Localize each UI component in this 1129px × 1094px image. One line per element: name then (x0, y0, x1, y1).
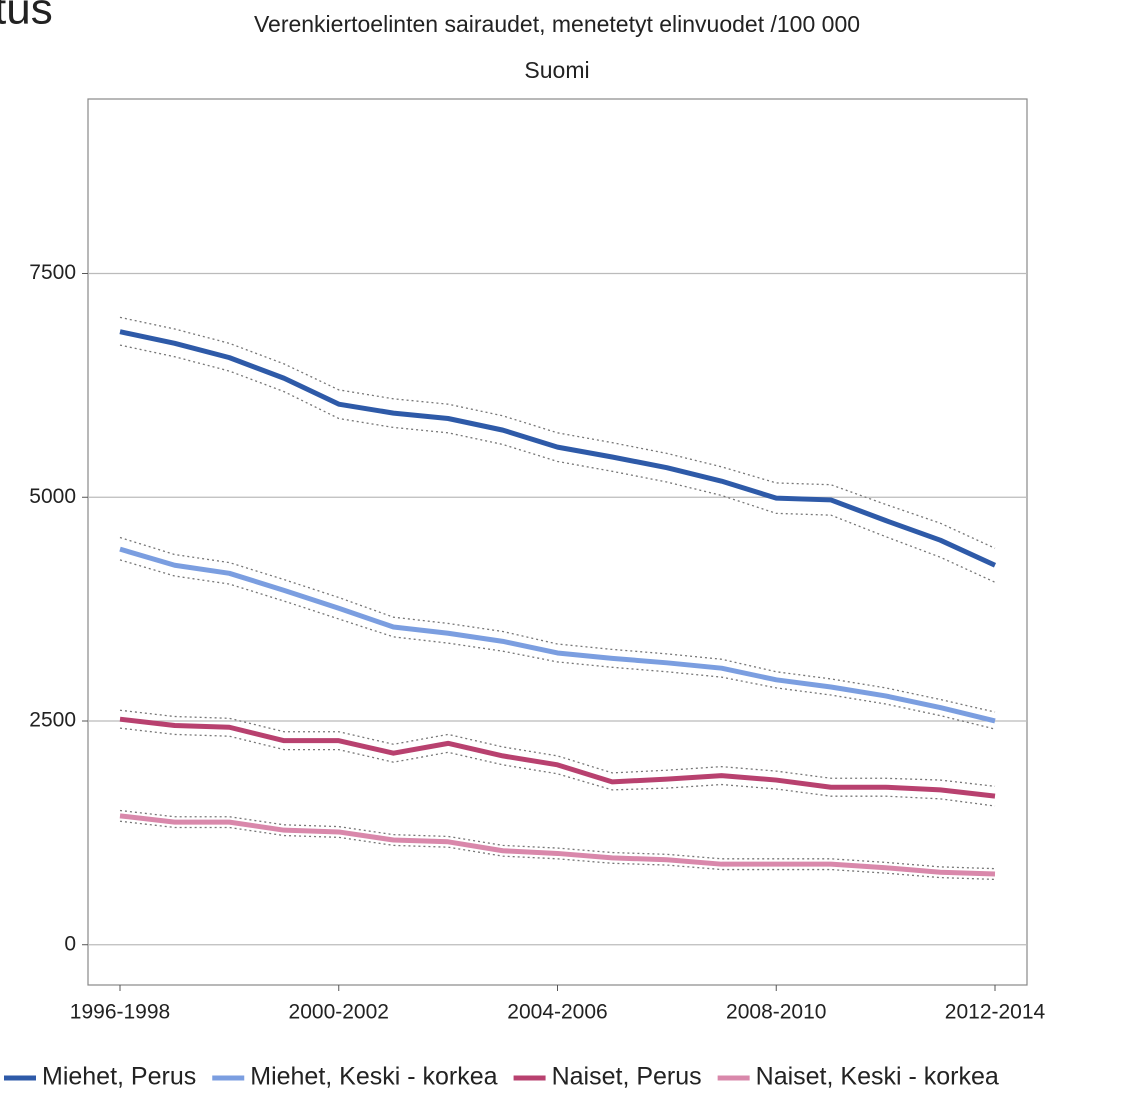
legend-label: Miehet, Perus (42, 1063, 196, 1091)
legend-label: Naiset, Keski - korkea (756, 1063, 999, 1091)
y-tick-label: 0 (64, 932, 76, 955)
x-tick-label: 1996-1998 (70, 1001, 170, 1024)
series-line (119, 546, 996, 724)
confidence-line (119, 559, 996, 730)
confidence-line (119, 820, 996, 881)
legend-label: Miehet, Keski - korkea (250, 1063, 497, 1091)
x-tick-label: 2004-2006 (507, 1001, 607, 1024)
series-line (119, 716, 996, 799)
confidence-line (119, 809, 996, 870)
confidence-line (119, 316, 996, 549)
confidence-line (119, 536, 996, 713)
legend-label: Naiset, Perus (552, 1063, 702, 1091)
x-tick-label: 2012-2014 (945, 1001, 1046, 1024)
series-line (119, 813, 996, 877)
y-tick-label: 7500 (29, 261, 76, 284)
confidence-line (119, 709, 996, 787)
y-tick-label: 5000 (29, 485, 76, 508)
chart-subtitle: Suomi (524, 57, 589, 83)
cut-off-text: tus (0, 0, 53, 34)
series-line (119, 329, 997, 568)
y-tick-label: 2500 (29, 709, 76, 732)
confidence-line (119, 344, 996, 583)
x-tick-label: 2000-2002 (289, 1001, 389, 1024)
x-tick-label: 2008-2010 (726, 1001, 826, 1024)
chart-title: Verenkiertoelinten sairaudet, menetetyt … (254, 11, 860, 37)
